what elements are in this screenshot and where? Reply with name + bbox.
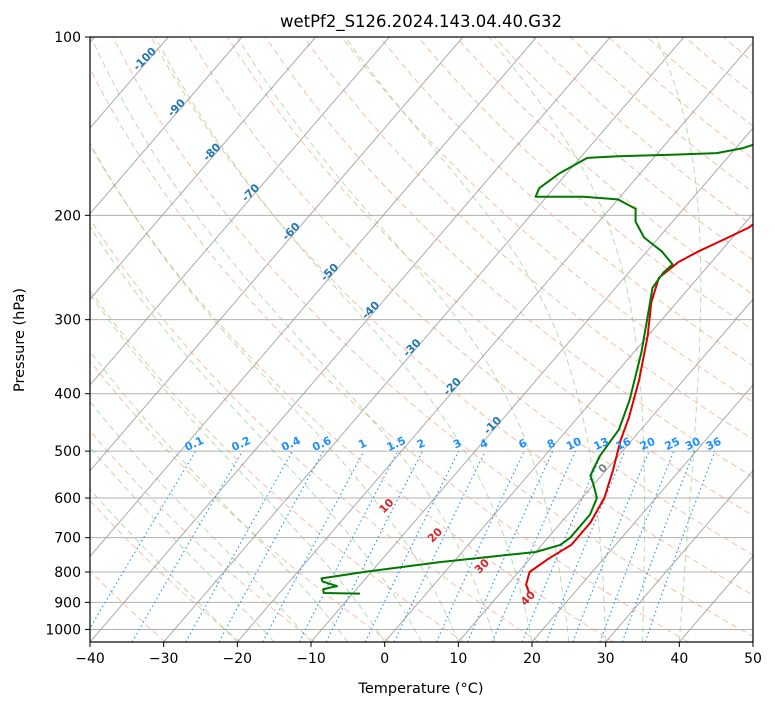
isotherm-line — [310, 127, 753, 642]
x-tick-label: −20 — [223, 651, 253, 667]
dry-adiabat-line — [341, 37, 753, 403]
mixing-ratio-line — [435, 450, 525, 642]
isotherm-line — [163, 37, 685, 642]
dry-adiabat-line — [226, 37, 753, 517]
y-tick-label: 700 — [54, 531, 81, 547]
moist-adiabat-line — [90, 293, 386, 642]
x-tick-label: −30 — [149, 651, 179, 667]
isotherm-line — [90, 37, 243, 215]
y-tick-label: 600 — [54, 491, 81, 507]
dry-adiabat-line — [90, 430, 316, 642]
y-axis-title: Pressure (hPa) — [12, 288, 28, 392]
mixing-ratio-line — [364, 450, 460, 642]
mixing-ratio-line — [599, 450, 675, 642]
y-tick-label: 300 — [54, 313, 81, 329]
temperature-line — [525, 223, 753, 594]
dry-adiabat-line — [90, 499, 241, 642]
dry-adiabat-line — [150, 37, 753, 596]
isotherm-line — [90, 37, 611, 642]
isotherm-line — [605, 469, 753, 642]
isotherm-line — [90, 37, 390, 386]
moist-adiabat-line — [154, 37, 533, 642]
moist-adiabat-line — [236, 37, 570, 642]
mixing-ratio-label: 20 — [638, 435, 658, 453]
x-tick-label: 20 — [523, 651, 541, 667]
dry-adiabat-line — [90, 360, 390, 642]
mixing-ratio-line — [572, 450, 650, 642]
mixing-ratio-label: 30 — [683, 435, 703, 453]
x-tick-label: −10 — [296, 651, 326, 667]
isotherm-line — [90, 37, 316, 301]
moist-adiabat-line — [90, 225, 422, 642]
x-tick-label: 50 — [744, 651, 762, 667]
plot-frame — [89, 36, 754, 643]
isotherm-line — [90, 37, 537, 558]
dry-adiabat-line — [303, 37, 753, 440]
mixing-ratio-label: 16 — [614, 435, 634, 453]
moist-adiabat-line — [90, 142, 459, 642]
isotherm-line — [457, 298, 753, 642]
chart-title: wetPf2_S126.2024.143.04.40.G32 — [280, 12, 562, 32]
mixing-ratio-label: 25 — [663, 435, 682, 453]
x-tick-label: 30 — [597, 651, 615, 667]
y-tick-label: 900 — [54, 595, 81, 611]
dry-adiabat-line — [90, 67, 689, 642]
mixing-ratio-line — [131, 450, 244, 642]
dry-adiabat-line — [90, 289, 465, 642]
x-axis-title: Temperature (°C) — [357, 681, 483, 697]
moist-adiabat-line — [90, 37, 496, 642]
isotherm-line — [236, 41, 753, 642]
moist-adiabat-line — [90, 400, 312, 642]
moist-adiabat-line — [488, 37, 646, 642]
dry-adiabat-line — [90, 218, 540, 642]
mixing-ratio-line — [90, 450, 197, 630]
mixing-ratio-label: 10 — [564, 435, 584, 453]
x-tick-label: 10 — [449, 651, 467, 667]
moist-adiabat-line — [90, 350, 349, 642]
y-tick-label: 400 — [54, 387, 81, 403]
dry-adiabat-line — [188, 37, 753, 556]
y-tick-label: 1000 — [45, 622, 81, 638]
y-tick-label: 100 — [54, 30, 81, 46]
mixing-ratio-label: 36 — [704, 435, 724, 453]
x-tick-label: 40 — [670, 651, 688, 667]
moist-adiabat-line — [90, 446, 275, 642]
dewpoint-line — [320, 143, 753, 595]
dry-adiabat-line — [90, 144, 614, 642]
moist-adiabat-line — [655, 37, 702, 642]
x-tick-label: 0 — [380, 651, 389, 667]
y-tick-label: 200 — [54, 208, 81, 224]
dry-adiabat-line — [265, 37, 753, 478]
y-tick-label: 500 — [54, 444, 81, 460]
y-tick-label: 800 — [54, 565, 81, 581]
isotherm-line — [90, 37, 464, 472]
x-tick-label: −40 — [75, 651, 105, 667]
mixing-ratio-label: 13 — [592, 435, 611, 453]
dry-adiabat-line — [90, 569, 166, 642]
isotherm-line — [531, 384, 753, 642]
mixing-ratio-line — [262, 450, 365, 642]
dry-adiabat-line — [455, 37, 753, 296]
isotherm-line — [384, 212, 753, 642]
